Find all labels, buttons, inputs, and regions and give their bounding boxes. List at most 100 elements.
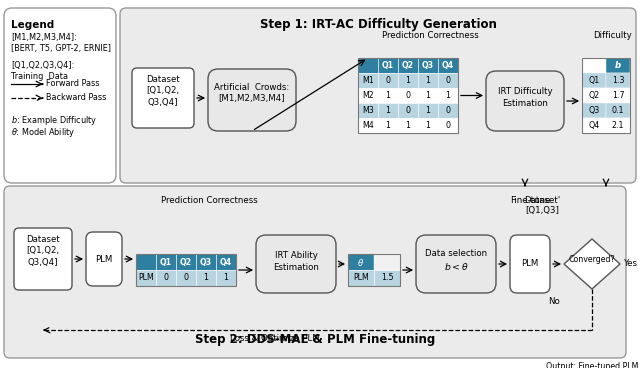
Text: [M1,M2,M3,M4]:: [M1,M2,M3,M4]:	[11, 33, 77, 42]
Text: 0: 0	[406, 106, 410, 115]
Text: 1: 1	[406, 76, 410, 85]
Text: IRT Difficulty: IRT Difficulty	[498, 86, 552, 96]
Text: 1: 1	[426, 106, 431, 115]
Bar	[378, 88, 398, 103]
Text: 1: 1	[426, 76, 431, 85]
Text: 1: 1	[426, 91, 431, 100]
Text: M1: M1	[362, 76, 374, 85]
Text: 1.3: 1.3	[612, 76, 624, 85]
Text: Q1: Q1	[160, 258, 172, 266]
Bar	[378, 73, 398, 88]
Text: PLM: PLM	[353, 273, 369, 283]
Text: b: b	[615, 61, 621, 70]
Bar	[216, 270, 236, 286]
Bar	[582, 58, 630, 133]
Bar	[156, 270, 176, 286]
Bar	[438, 88, 458, 103]
Bar	[358, 103, 378, 118]
Text: Difficulty: Difficulty	[593, 31, 632, 40]
Text: $\theta$: $\theta$	[358, 256, 365, 268]
Text: Q1: Q1	[382, 61, 394, 70]
Text: 1: 1	[445, 91, 451, 100]
Text: Q2: Q2	[402, 61, 414, 70]
Bar	[438, 118, 458, 133]
Bar	[418, 118, 438, 133]
Text: Q3: Q3	[200, 258, 212, 266]
FancyBboxPatch shape	[416, 235, 496, 293]
Text: Backward Pass: Backward Pass	[46, 93, 106, 103]
Bar	[398, 103, 418, 118]
Bar	[196, 270, 216, 286]
Text: 0.1: 0.1	[612, 106, 624, 115]
Bar	[606, 88, 630, 103]
Bar	[374, 270, 400, 286]
Text: 1.5: 1.5	[381, 273, 393, 283]
Bar	[176, 254, 196, 270]
Text: Q3: Q3	[588, 106, 600, 115]
Text: Training  Data: Training Data	[11, 72, 68, 81]
FancyBboxPatch shape	[120, 8, 636, 183]
Text: [BERT, T5, GPT-2, ERNIE]: [BERT, T5, GPT-2, ERNIE]	[11, 44, 111, 53]
Bar	[348, 254, 374, 270]
Text: M4: M4	[362, 121, 374, 130]
FancyBboxPatch shape	[510, 235, 550, 293]
Text: [M1,M2,M3,M4]: [M1,M2,M3,M4]	[219, 95, 285, 103]
Bar	[156, 254, 176, 270]
Text: Step 1: IRT-AC Difficulty Generation: Step 1: IRT-AC Difficulty Generation	[260, 18, 497, 31]
Text: Q4: Q4	[220, 258, 232, 266]
Text: PLM: PLM	[95, 255, 113, 263]
Text: Q4: Q4	[588, 121, 600, 130]
FancyBboxPatch shape	[4, 8, 116, 183]
Text: 1: 1	[385, 121, 390, 130]
Text: M3: M3	[362, 106, 374, 115]
Text: 0: 0	[184, 273, 189, 283]
Text: [Q1,Q2,: [Q1,Q2,	[26, 247, 60, 255]
Text: Fine-tune: Fine-tune	[509, 196, 550, 205]
Bar	[582, 73, 606, 88]
FancyBboxPatch shape	[4, 186, 626, 358]
FancyBboxPatch shape	[486, 71, 564, 131]
Text: 1.7: 1.7	[612, 91, 624, 100]
Text: M2: M2	[362, 91, 374, 100]
Text: Q3,Q4]: Q3,Q4]	[28, 258, 58, 266]
Bar	[358, 118, 378, 133]
Text: Q2: Q2	[180, 258, 192, 266]
Bar	[136, 270, 156, 286]
Text: Legend: Legend	[11, 20, 54, 30]
Bar	[378, 118, 398, 133]
Text: Forward Pass: Forward Pass	[46, 79, 99, 88]
Text: Q2: Q2	[588, 91, 600, 100]
Bar	[418, 73, 438, 88]
Text: 0: 0	[163, 273, 168, 283]
Text: 1: 1	[204, 273, 209, 283]
Bar	[398, 73, 418, 88]
Text: Step 2: DDS-MAE & PLM Fine-tuning: Step 2: DDS-MAE & PLM Fine-tuning	[195, 333, 435, 347]
Bar	[196, 254, 216, 270]
Text: PLM: PLM	[138, 273, 154, 283]
Bar	[374, 254, 400, 270]
Bar	[216, 254, 236, 270]
Bar	[582, 58, 606, 73]
Bar	[358, 58, 378, 73]
FancyBboxPatch shape	[86, 232, 122, 286]
Text: Artificial  Crowds:: Artificial Crowds:	[214, 82, 290, 92]
Bar	[136, 254, 156, 270]
Text: IRT Ability: IRT Ability	[275, 251, 317, 259]
Polygon shape	[564, 239, 620, 289]
Bar	[606, 73, 630, 88]
Bar	[378, 58, 398, 73]
Text: [Q1,Q2,: [Q1,Q2,	[147, 86, 180, 96]
Text: PLM: PLM	[522, 259, 539, 269]
Bar	[398, 88, 418, 103]
Text: 1: 1	[426, 121, 431, 130]
Text: 0: 0	[385, 76, 390, 85]
Bar	[348, 254, 400, 286]
Text: Estimation: Estimation	[273, 262, 319, 272]
Text: Prediction Correctness: Prediction Correctness	[161, 196, 257, 205]
Text: $b < \theta$: $b < \theta$	[444, 261, 468, 272]
Bar	[418, 58, 438, 73]
Bar	[136, 254, 236, 286]
FancyBboxPatch shape	[256, 235, 336, 293]
Text: Q3: Q3	[422, 61, 434, 70]
Text: Output: Fine-tuned PLM: Output: Fine-tuned PLM	[546, 362, 638, 368]
